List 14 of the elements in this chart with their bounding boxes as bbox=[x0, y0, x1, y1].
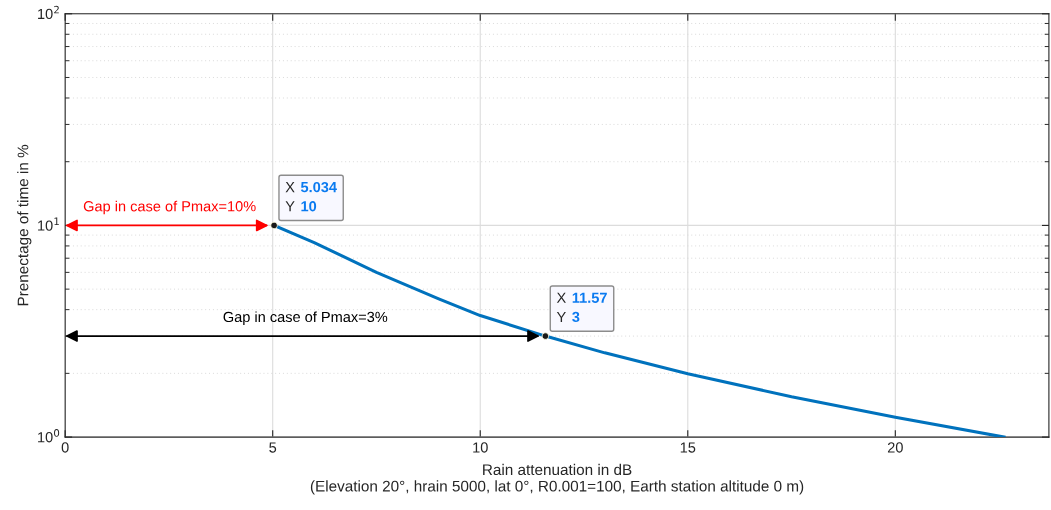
x-tick-label: 0 bbox=[61, 442, 69, 453]
x-tick-label: 5 bbox=[269, 442, 277, 453]
x-tick-label: 20 bbox=[887, 442, 903, 453]
x-axis-title: Rain attenuation in dB (Elevation 20°, hrain 5000, lat 0°, R0.001=100, Earth station altitude 0 m) bbox=[310, 463, 804, 495]
data-label: X 11.57 Y 3 bbox=[556, 292, 607, 323]
annotation: Gap in case of Pmax=10% bbox=[83, 200, 256, 215]
x-tick-label: 15 bbox=[680, 442, 696, 453]
x-tick-label: 10 bbox=[473, 442, 488, 453]
data-label: X 5.034 Y 10 bbox=[285, 181, 337, 212]
y-tick-label: 10$^{2}$ bbox=[38, 5, 59, 20]
annotation: Gap in case of Pmax=3% bbox=[223, 311, 388, 325]
y-tick-label: 10$^{0}$ bbox=[38, 429, 60, 443]
y-axis-title: Prenectage of time in % bbox=[17, 144, 32, 306]
y-tick-label: 10$^{1}$ bbox=[38, 217, 59, 231]
